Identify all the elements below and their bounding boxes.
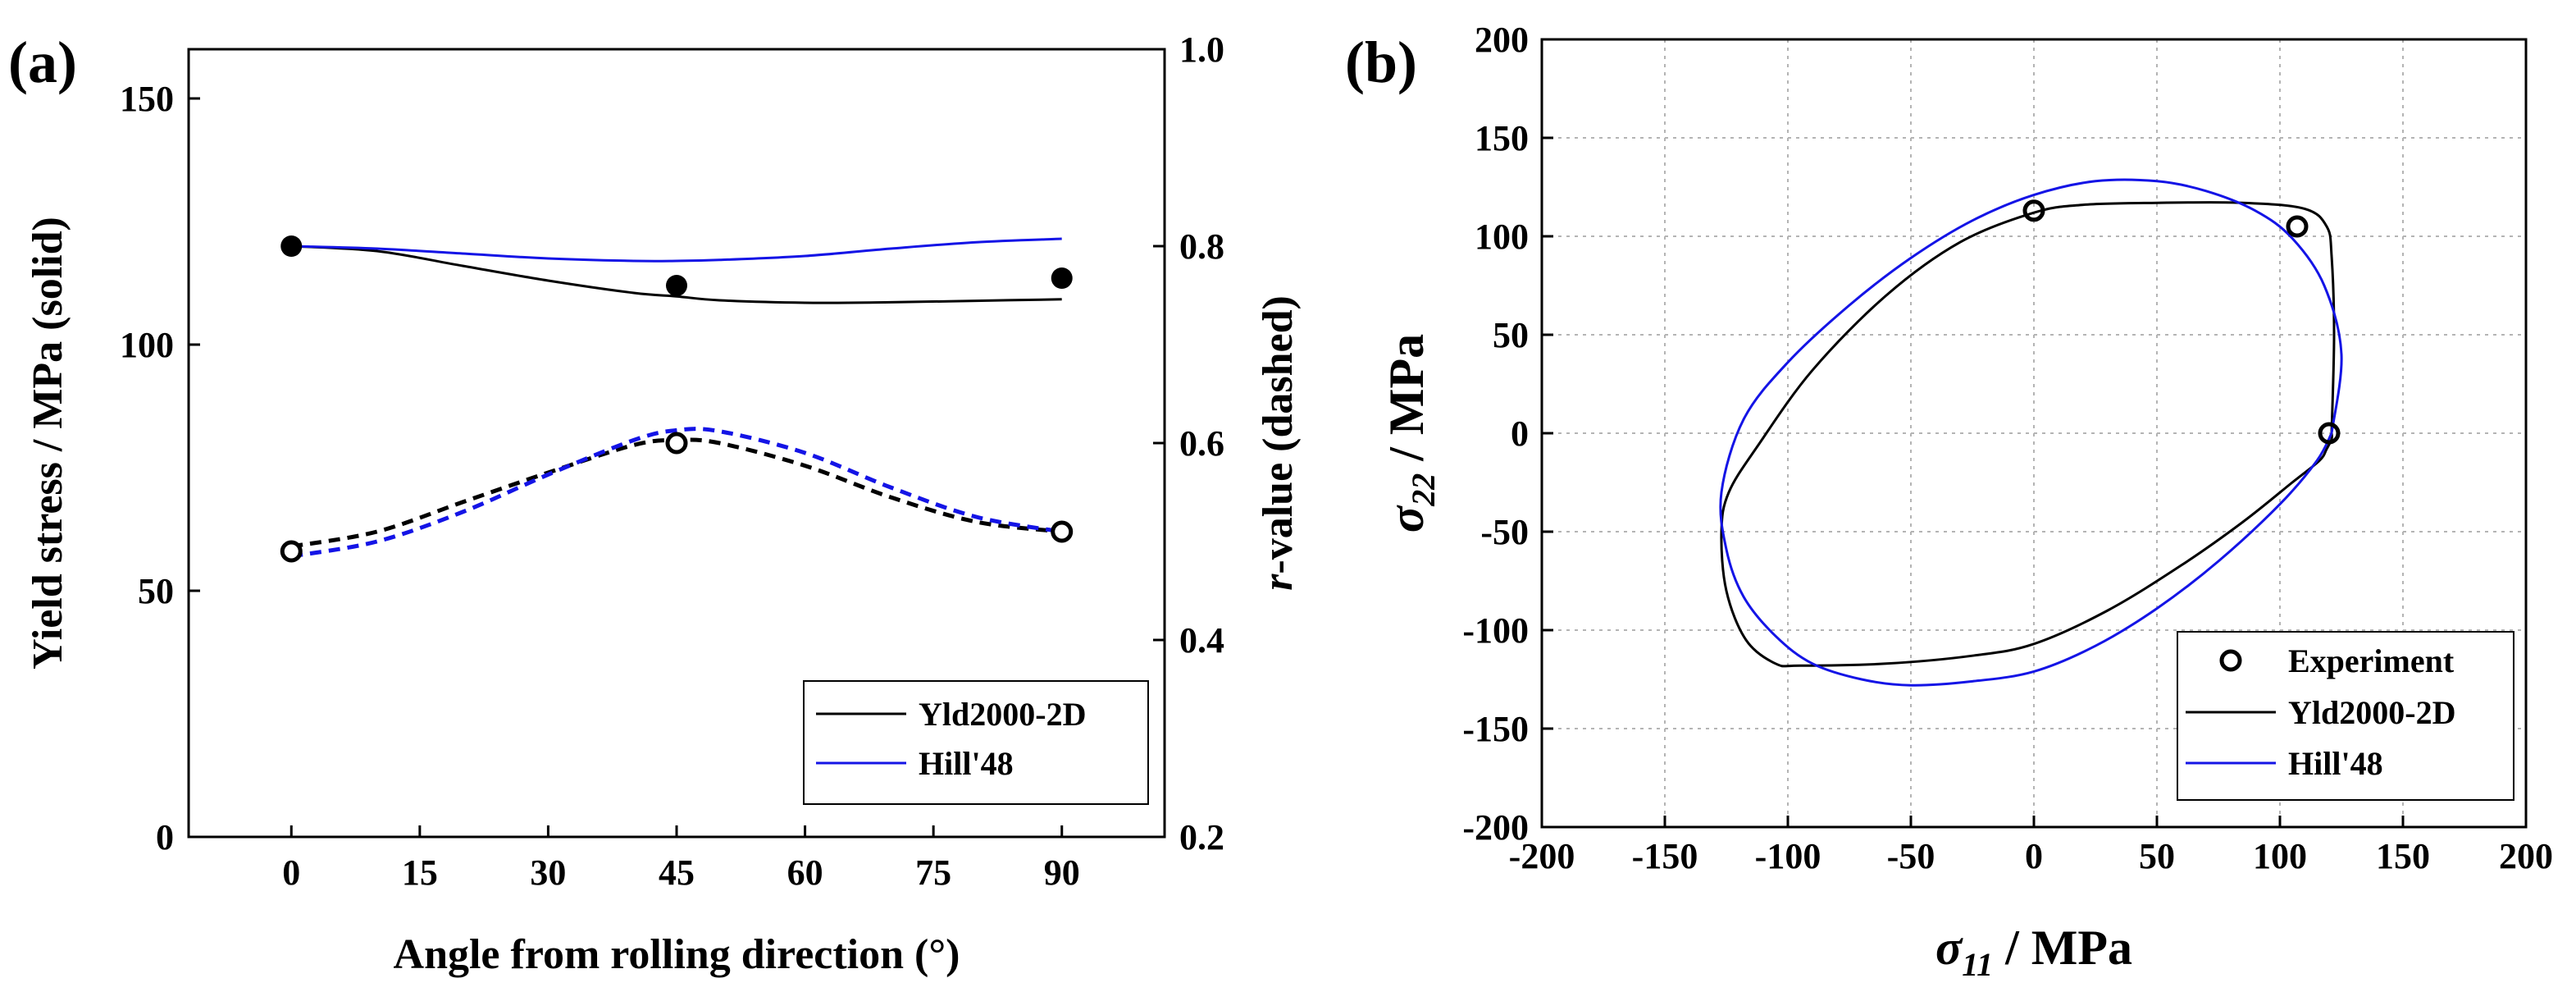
panel-a-y2-axis-title-italic: r <box>1255 574 1302 591</box>
panel-a-y-tick-label: 150 <box>120 79 174 119</box>
panel-a-x-ticks: 0 15 30 45 60 75 90 <box>282 825 1080 893</box>
panel-b-legend-experiment-marker <box>2219 649 2242 672</box>
panel-b-experiment-point <box>2286 215 2309 238</box>
panel-a-y2-tick-label: 0.2 <box>1179 817 1224 857</box>
panel-a-experiment-points <box>280 235 1074 563</box>
panel-b-y-tick-label: 0 <box>1511 414 1529 454</box>
panel-a-legend-hill: Hill'48 <box>919 745 1014 782</box>
panel-a-y2-tick-label: 1.0 <box>1179 30 1224 70</box>
panel-b-x-tick-label: -50 <box>1887 836 1935 876</box>
panel-b-legend-yld: Yld2000-2D <box>2288 694 2455 731</box>
panel-b-chart: (b) -200 -150 -100 -50 0 50 100 150 200 -200 -150… <box>1345 20 2553 983</box>
panel-a-y-tick-label: 50 <box>138 571 174 611</box>
panel-b-legend-box <box>2177 631 2514 801</box>
panel-b-y-tick-label: -200 <box>1462 807 1529 848</box>
panel-b-x-axis-title: σ11 / MPa <box>1935 921 2132 983</box>
panel-a-x-tick-label: 15 <box>402 852 438 893</box>
panel-b-x-axis-symbol: σ <box>1935 921 1963 975</box>
panel-b-x-tick-label: -200 <box>1509 836 1575 876</box>
panel-b-x-tick-label: 0 <box>2025 836 2043 876</box>
panel-b-y-axis-subscript: 22 <box>1405 473 1442 507</box>
panel-b-y-tick-label: 200 <box>1475 20 1529 60</box>
panel-a-series-line <box>291 245 1062 304</box>
panel-b-x-ticks: -200 -150 -100 -50 0 50 100 150 200 <box>1509 816 2553 876</box>
panel-b-x-axis-rest: / MPa <box>1993 921 2132 975</box>
panel-a-x-tick-label: 0 <box>282 852 300 893</box>
panel-a-x-tick-label: 60 <box>787 852 823 893</box>
panel-a-series-line <box>290 427 1063 559</box>
panel-a-y2-axis-title-rest: -value (dashed) <box>1255 295 1302 574</box>
panel-b-series-line <box>1720 201 2336 668</box>
panel-b-y-tick-label: -50 <box>1480 512 1529 552</box>
panel-b-y-tick-label: -100 <box>1462 610 1529 651</box>
panel-a-experiment-yield-point <box>280 235 303 257</box>
panel-b-experiment-points <box>2022 199 2341 445</box>
panel-b-y-tick-label: 50 <box>1493 315 1529 355</box>
panel-a-y-axis-title: Yield stress / MPa (solid) <box>25 217 71 670</box>
panel-a-experiment-yield-point <box>1051 267 1073 289</box>
panel-a-x-axis-title: Angle from rolling direction (°) <box>394 931 960 978</box>
panel-a-experiment-r-point <box>1051 520 1074 543</box>
panel-b-legend-hill: Hill'48 <box>2288 745 2383 782</box>
panel-b-y-ticks: -200 -150 -100 -50 0 50 100 150 200 <box>1462 20 1553 848</box>
panel-a-x-tick-label: 30 <box>530 852 566 893</box>
panel-a-x-tick-label: 90 <box>1044 852 1080 893</box>
panel-a-y-tick-label: 100 <box>120 325 174 365</box>
panel-a-label: (a) <box>8 30 77 95</box>
panel-a-y2-ticks: 0.2 0.4 0.6 0.8 1.0 <box>1153 30 1224 857</box>
panel-b-series <box>1719 178 2343 687</box>
panel-b-y-tick-label: 100 <box>1475 217 1529 257</box>
panel-a-legend-box <box>803 680 1149 805</box>
panel-a-y2-tick-label: 0.4 <box>1179 620 1224 660</box>
panel-a-experiment-r-point <box>280 540 303 563</box>
panel-a-x-tick-label: 75 <box>915 852 951 893</box>
panel-a-experiment-r-point <box>665 432 688 455</box>
panel-a-legend: Yld2000-2D Hill'48 <box>803 680 1149 805</box>
panel-a-experiment-yield-point <box>666 275 687 296</box>
panel-b-experiment-point <box>2318 422 2341 445</box>
panel-b-y-axis-rest: / MPa <box>1379 334 1434 473</box>
panel-a-y-tick-label: 0 <box>156 817 174 857</box>
panel-b-x-tick-label: 50 <box>2139 836 2175 876</box>
panel-b-x-tick-label: 100 <box>2253 836 2307 876</box>
panel-b-x-tick-label: 150 <box>2376 836 2430 876</box>
panel-b-y-axis-title: σ22 / MPa <box>1379 334 1442 532</box>
panel-b-y-tick-label: -150 <box>1462 709 1529 749</box>
panel-a-x-tick-label: 45 <box>659 852 695 893</box>
panel-a-legend-yld: Yld2000-2D <box>919 696 1086 733</box>
panel-b-legend: Experiment Yld2000-2D Hill'48 <box>2177 631 2514 801</box>
panel-a-y2-tick-label: 0.8 <box>1179 226 1224 267</box>
panel-b-y-tick-label: 150 <box>1475 118 1529 158</box>
panel-a-y-ticks: 0 50 100 150 <box>120 79 200 857</box>
panel-b-label: (b) <box>1345 30 1417 95</box>
panel-a-chart: (a) 0 15 30 45 60 75 90 0 50 100 150 0.2 0.4 0.6 0.8… <box>8 30 1302 978</box>
panel-b-x-axis-subscript: 11 <box>1962 946 1993 983</box>
panel-b-grid <box>1542 39 2526 827</box>
panel-a-series-line <box>291 237 1062 263</box>
panel-b-x-tick-label: -100 <box>1755 836 1821 876</box>
panel-b-series-line <box>1719 178 2343 687</box>
panel-a-y2-axis-title: r-value (dashed) <box>1255 295 1302 591</box>
panel-b-x-tick-label: 200 <box>2499 836 2553 876</box>
panel-b-y-axis-symbol: σ <box>1379 505 1434 532</box>
panel-b-legend-experiment: Experiment <box>2288 642 2455 679</box>
panel-b-experiment-point <box>2022 199 2045 222</box>
panel-b-x-tick-label: -150 <box>1632 836 1698 876</box>
panel-a-y2-tick-label: 0.6 <box>1179 423 1224 464</box>
